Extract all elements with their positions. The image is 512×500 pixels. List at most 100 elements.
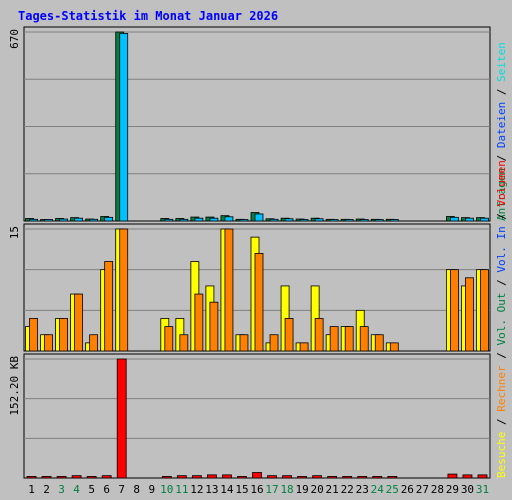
bar-dateien-day-31 <box>480 217 489 222</box>
series-rechner <box>29 228 489 352</box>
bar-rechner-day-19 <box>299 342 309 352</box>
bar-rechner-day-25 <box>389 342 399 352</box>
x-tick-label: 21 <box>326 483 339 496</box>
bar-volumen-day-29 <box>447 473 458 479</box>
bar-volumen-day-31 <box>477 474 488 479</box>
legend-entry-rechner: Rechner <box>495 365 508 412</box>
x-tick-label: 22 <box>341 483 354 496</box>
x-tick-label: 13 <box>205 483 218 496</box>
legend-entry-vol-in: Vol. In <box>495 226 508 272</box>
bar-dateien-day-5 <box>89 218 99 222</box>
bar-rechner-day-29 <box>450 269 459 352</box>
bar-dateien-day-14 <box>224 216 234 222</box>
bar-rechner-day-4 <box>74 293 84 352</box>
bar-volumen-day-1 <box>26 476 37 479</box>
bar-volumen-day-24 <box>372 476 383 479</box>
x-tick-label: 3 <box>58 483 65 496</box>
bar-dateien-day-4 <box>74 217 84 222</box>
x-tick-label: 30 <box>461 483 474 496</box>
bar-rechner-day-14 <box>224 228 234 352</box>
y-max-label: 152.20 KB <box>8 356 21 416</box>
bar-rechner-day-11 <box>179 334 189 352</box>
bar-rechner-day-20 <box>314 318 324 352</box>
x-tick-label: 19 <box>295 483 308 496</box>
bar-rechner-day-31 <box>480 269 489 352</box>
bar-rechner-day-18 <box>284 318 294 352</box>
bar-dateien-day-30 <box>465 217 474 222</box>
legend: Besuche / Rechner / Vol. Out / Vol. In /… <box>495 160 508 478</box>
bar-volumen-day-15 <box>237 476 247 479</box>
x-tick-label: 11 <box>175 483 188 496</box>
bar-dateien-day-21 <box>329 219 339 222</box>
bar-dateien-day-18 <box>284 218 294 222</box>
bar-volumen-day-18 <box>282 475 292 479</box>
legend-separator: / <box>495 82 508 102</box>
legend-entry-seiten: Seiten <box>495 42 508 82</box>
bar-rechner-day-22 <box>344 326 354 352</box>
bar-dateien-day-2 <box>44 219 53 222</box>
bar-volumen-day-11 <box>176 475 187 479</box>
bar-volumen-day-4 <box>71 475 82 479</box>
bar-dateien-day-25 <box>389 219 399 222</box>
x-tick-label: 25 <box>386 483 399 496</box>
bar-rechner-day-1 <box>29 318 38 352</box>
bar-dateien-day-11 <box>179 218 189 222</box>
legend-separator: / <box>495 148 508 168</box>
legend-entry-volumen: Volumen <box>495 160 508 206</box>
x-tick-label: 15 <box>235 483 248 496</box>
y-max-label: 15 <box>8 226 21 239</box>
bar-volumen-day-22 <box>342 476 353 479</box>
bar-volumen-day-30 <box>462 474 473 479</box>
bar-dateien-day-13 <box>209 217 219 222</box>
x-tick-label: 6 <box>103 483 110 496</box>
bar-dateien-day-22 <box>344 219 354 222</box>
bar-volumen-day-19 <box>297 476 307 479</box>
x-tick-label: 26 <box>401 483 414 496</box>
panel-hits-files: 670 <box>8 26 491 222</box>
bar-volumen-day-14 <box>222 474 232 479</box>
bar-rechner-day-17 <box>269 334 279 352</box>
bar-dateien-day-23 <box>359 219 369 222</box>
x-tick-label: 18 <box>280 483 293 496</box>
bar-rechner-day-24 <box>374 334 384 352</box>
bar-volumen-day-20 <box>312 475 323 479</box>
x-tick-label: 20 <box>311 483 324 496</box>
bar-rechner-day-30 <box>465 277 474 352</box>
bar-volumen-day-5 <box>86 476 97 479</box>
panel-visits-sites: 15 <box>8 223 491 352</box>
legend-separator: / <box>495 412 508 432</box>
panel-frame <box>23 26 491 222</box>
panel-kbytes: 152.20 KB <box>8 353 491 479</box>
bar-dateien-day-3 <box>59 218 68 222</box>
bar-volumen-day-6 <box>101 475 112 479</box>
legend-separator: / <box>495 346 508 366</box>
x-tick-label: 1 <box>28 483 35 496</box>
x-tick-label: 7 <box>118 483 125 496</box>
x-tick-label: 16 <box>250 483 263 496</box>
x-tick-label: 2 <box>43 483 50 496</box>
x-tick-label: 28 <box>431 483 444 496</box>
series-volumen <box>26 358 488 479</box>
bar-dateien-day-17 <box>269 218 279 222</box>
legend-separator: / <box>495 273 508 293</box>
bar-volumen-day-23 <box>357 476 368 479</box>
bar-dateien-day-29 <box>450 216 459 222</box>
x-tick-label: 9 <box>148 483 155 496</box>
x-tick-label: 23 <box>356 483 369 496</box>
x-tick-label: 4 <box>73 483 80 496</box>
bar-rechner-day-12 <box>194 293 204 352</box>
bar-rechner-day-2 <box>44 334 53 352</box>
bar-volumen-day-2 <box>41 476 52 479</box>
bar-volumen-day-7 <box>116 358 127 479</box>
bar-volumen-day-3 <box>56 476 67 479</box>
legend-separator: / <box>495 206 508 226</box>
legend-entry-vol-out: Vol. Out <box>495 293 508 346</box>
x-tick-label: 8 <box>133 483 140 496</box>
bar-dateien-day-10 <box>164 218 174 222</box>
series-dateien <box>29 33 489 222</box>
bar-rechner-day-16 <box>254 252 264 352</box>
bar-rechner-day-5 <box>89 334 99 352</box>
bar-rechner-day-10 <box>164 326 174 352</box>
bar-volumen-day-13 <box>207 474 217 479</box>
